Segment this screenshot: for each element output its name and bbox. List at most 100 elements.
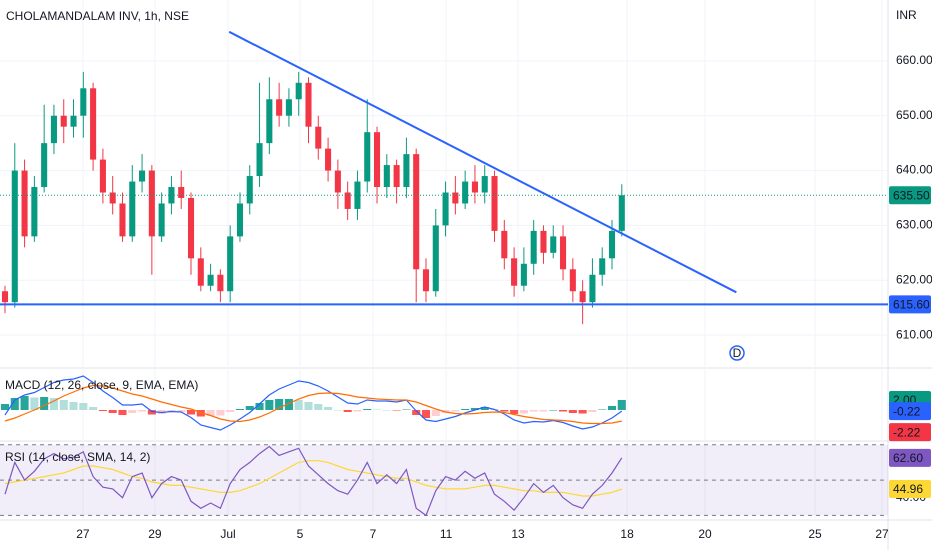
macd-histogram-bar — [89, 407, 98, 410]
macd-histogram-bar — [431, 410, 440, 416]
candle-body — [227, 236, 234, 292]
price-badge — [889, 479, 931, 498]
candle-body — [266, 99, 273, 144]
macd-histogram-bar — [147, 410, 156, 415]
macd-histogram-bar — [363, 409, 372, 410]
macd-histogram-bar — [324, 407, 333, 410]
candle-body — [158, 203, 165, 237]
macd-histogram-bar — [294, 400, 303, 410]
candle-body — [589, 274, 596, 303]
y-tick-label: 630.00 — [896, 218, 932, 232]
candle-body — [393, 165, 400, 188]
macd-histogram-bar — [353, 410, 362, 412]
macd-histogram-bar — [284, 399, 293, 410]
candle-body — [236, 203, 244, 237]
macd-histogram-bar — [255, 403, 264, 410]
candle-body — [217, 274, 224, 292]
macd-histogram-bar — [265, 400, 274, 410]
candle-body — [129, 181, 136, 237]
macd-histogram-bar — [49, 398, 58, 410]
macd-histogram-bar — [412, 410, 421, 415]
candle-body — [481, 176, 488, 193]
macd-histogram-bar — [617, 400, 626, 410]
macd-histogram-bar — [549, 410, 558, 411]
macd-histogram-bar — [539, 410, 548, 412]
event-marker-label: D — [733, 346, 742, 360]
macd-histogram-bar — [206, 410, 215, 416]
candle-body — [50, 115, 57, 144]
rsi-line — [4, 445, 623, 517]
candle-body — [246, 176, 253, 204]
candle-body — [315, 126, 322, 149]
x-tick-label: 29 — [148, 527, 162, 541]
macd-title: MACD (12, 26, close, 9, EMA, EMA) — [5, 378, 198, 392]
candle-body — [413, 154, 420, 270]
macd-histogram-bar — [372, 409, 382, 410]
x-tick-label: 27 — [76, 527, 90, 541]
candle-body — [452, 192, 459, 204]
macd-histogram-bar — [519, 410, 528, 414]
y-tick-label: 650.00 — [896, 108, 932, 122]
y-tick-label: 660.00 — [896, 53, 932, 67]
macd-histogram-bar — [128, 410, 137, 413]
macd-histogram-bar — [275, 399, 284, 410]
candle-body — [599, 258, 606, 275]
macd-histogram-bar — [245, 406, 254, 410]
macd-histogram-bar — [40, 397, 49, 410]
macd-histogram-bar — [69, 402, 78, 410]
y-tick-label: 610.00 — [896, 327, 932, 341]
macd-histogram-bar — [30, 397, 39, 410]
macd-histogram-bar — [500, 410, 509, 412]
macd-histogram-bar — [588, 410, 597, 412]
macd-histogram-bar — [392, 410, 401, 411]
candle-body — [197, 258, 204, 286]
x-tick-label: 13 — [511, 527, 525, 541]
candle-body — [511, 258, 518, 286]
candle-body — [11, 170, 18, 303]
candle-body — [344, 192, 351, 209]
macd-histogram-bar — [421, 410, 431, 418]
price-badge — [889, 423, 931, 442]
candle-body — [119, 203, 126, 237]
x-tick-label: 20 — [698, 527, 712, 541]
signal-line — [4, 384, 622, 425]
plot — [0, 0, 888, 520]
candle-body — [520, 263, 527, 286]
candle-body — [187, 197, 195, 259]
price-badge — [889, 402, 931, 421]
price-badge — [889, 186, 931, 205]
chart-title: CHOLAMANDALAM INV, 1h, NSE — [6, 9, 189, 23]
price-badge-label: 44.96 — [893, 482, 923, 496]
candle-body — [70, 115, 77, 127]
macd-histogram-bar — [10, 398, 19, 410]
candle-body — [41, 143, 48, 188]
price-badge-label: 615.60 — [893, 298, 930, 312]
candle-body — [432, 225, 439, 292]
candle-body — [530, 230, 537, 264]
y-tick-label: 640.00 — [896, 163, 932, 177]
macd-histogram-bar — [578, 410, 587, 414]
x-tick-label: 11 — [440, 527, 453, 541]
candle-body — [442, 192, 449, 226]
rsi-ma-line — [4, 460, 622, 497]
price-badge-label: -0.22 — [893, 404, 921, 418]
candle-body — [99, 159, 106, 193]
candle-body — [21, 170, 28, 237]
trendline — [228, 30, 737, 294]
macd-histogram-bar — [226, 410, 235, 412]
macd-histogram-bar — [480, 407, 489, 410]
price-badge-label: 62.60 — [893, 451, 923, 465]
x-tick-label: 5 — [297, 527, 304, 541]
macd-histogram-bar — [529, 410, 538, 412]
macd-histogram-bar — [304, 402, 313, 410]
candle-body — [501, 230, 508, 259]
macd-histogram-bar — [343, 410, 352, 412]
macd-histogram-bar — [59, 400, 68, 410]
x-tick-label: 27 — [875, 527, 889, 541]
macd-histogram-bar — [196, 410, 205, 417]
candle-body — [60, 115, 67, 127]
macd-histogram-bar — [235, 409, 245, 410]
candle-body — [80, 88, 87, 116]
candle-body — [364, 132, 371, 182]
